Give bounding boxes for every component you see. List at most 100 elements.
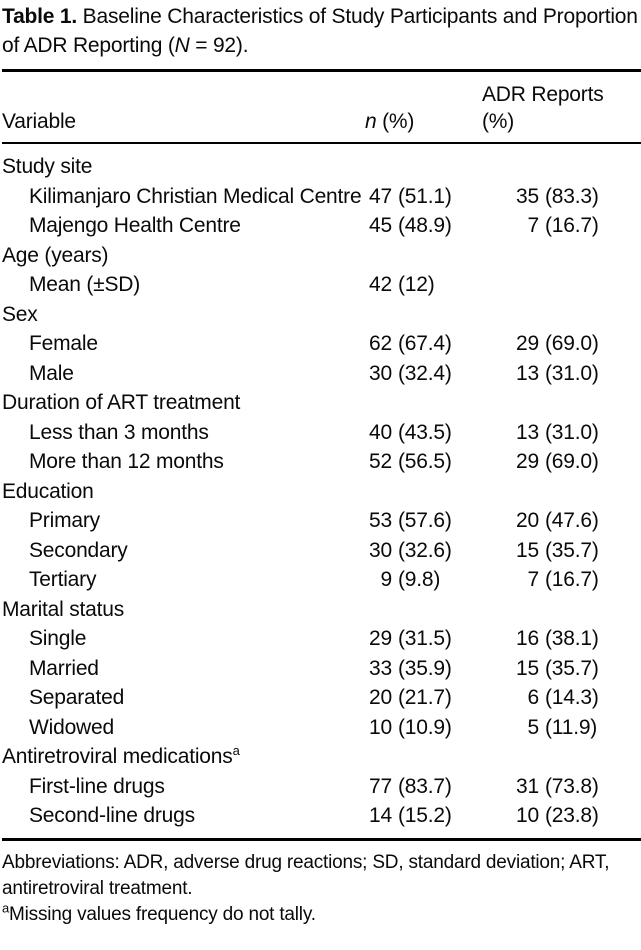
adr-count: 20 [516,509,539,532]
n-value-cell [365,595,482,625]
table-caption: Table 1. Baseline Characteristics of Stu… [2,2,639,60]
section-row: Marital status [2,595,641,625]
adr-count: 16 [516,627,539,650]
adr-percent: (35.7) [545,656,599,680]
n-count: 47 [369,184,392,208]
adr-count: 31 [516,774,539,798]
n-value-cell: 29 (31.5) [365,624,482,654]
table-row: More than 12 months 52 (56.5) 29 (69.0) [2,447,641,477]
n-percent: (56.5) [398,450,452,473]
row-label-cell: Less than 3 months [2,418,365,448]
n-count: 62 [369,332,392,355]
row-label: Secondary [29,538,128,562]
footnote-marker-a: a [2,900,10,916]
adr-value-cell: 29 (69.0) [482,329,641,359]
adr-percent: (35.7) [545,538,599,562]
adr-percent: (69.0) [545,332,599,355]
section-row: Age (years) [2,241,641,271]
adr-value-cell: 20 (47.6) [482,506,641,536]
n-percent: (12) [398,273,435,296]
n-count: 42 [369,273,392,296]
n-count: 20 [369,686,392,709]
n-value-cell: 52 (56.5) [365,447,482,477]
n-value-cell: 77 (83.7) [365,772,482,802]
adr-percent: (11.9) [545,715,598,739]
n-value-cell [365,241,482,271]
section-row: Duration of ART treatment [2,388,641,418]
adr-value-cell: 15 (35.7) [482,654,641,684]
n-value-cell: 30 (32.4) [365,359,482,389]
adr-count: 5 [527,715,540,739]
adr-count: 6 [527,686,540,709]
adr-percent: (31.0) [545,361,599,385]
table-row: Secondary 30 (32.6) 15 (35.7) [2,536,641,566]
row-label-cell: Female [2,329,365,359]
section-row: Education [2,477,641,507]
table-row: First-line drugs 77 (83.7) 31 (73.8) [2,772,641,802]
table-row: Majengo Health Centre 45 (48.9) 7 (16.7) [2,211,641,241]
n-value-cell: 45 (48.9) [365,211,482,241]
adr-count: 10 [516,804,539,827]
n-value-cell: 42 (12) [365,270,482,300]
adr-value-cell [482,300,641,330]
n-value-cell: 9 (9.8) [365,565,482,595]
n-value-cell [365,388,482,418]
abbreviations-note: Abbreviations: ADR, adverse drug reactio… [2,851,610,899]
adr-value-cell: 6 (14.3) [482,683,641,713]
adr-value-cell: 29 (69.0) [482,447,641,477]
n-count: 33 [369,656,392,680]
adr-count: 29 [516,450,539,473]
n-value-cell [365,143,482,182]
n-count: 14 [369,804,392,827]
adr-count: 15 [516,656,539,680]
row-label: Duration of ART treatment [2,391,241,414]
adr-value-cell: 16 (38.1) [482,624,641,654]
adr-count: 29 [516,332,539,355]
row-label: Married [29,656,99,680]
row-label-cell: Marital status [2,595,365,625]
adr-value-cell: 5 (11.9) [482,713,641,743]
row-label-cell: More than 12 months [2,447,365,477]
adr-value-cell: 7 (16.7) [482,211,641,241]
n-value-cell: 10 (10.9) [365,713,482,743]
adr-count: 13 [516,420,539,444]
adr-value-cell [482,270,641,300]
table-row: Separated 20 (21.7) 6 (14.3) [2,683,641,713]
n-percent: (10.9) [398,715,452,739]
caption-n-symbol: N [174,34,190,57]
row-label: Marital status [2,597,125,621]
row-label-cell: Education [2,477,365,507]
row-label: First-line drugs [29,774,165,798]
table-row: Male 30 (32.4) 13 (31.0) [2,359,641,389]
adr-percent: (38.1) [545,627,599,650]
adr-value-cell: 35 (83.3) [482,182,641,212]
n-percent: (57.6) [398,509,452,532]
n-percent: (48.9) [398,214,452,237]
adr-value-cell [482,388,641,418]
row-label: Antiretroviral medications [2,745,233,768]
n-value-cell: 40 (43.5) [365,418,482,448]
row-label: Primary [29,509,100,532]
row-label-cell: Male [2,359,365,389]
row-label-cell: Tertiary [2,565,365,595]
n-count: 9 [380,568,393,591]
n-percent: (21.7) [398,686,452,709]
n-count: 29 [369,627,392,650]
n-percent: (31.5) [398,627,452,650]
n-count: 52 [369,450,392,473]
table-row: Married 33 (35.9) 15 (35.7) [2,654,641,684]
table-header: Variable n (%) ADR Reports (%) [2,69,641,144]
n-value-cell [365,300,482,330]
row-label-cell: Single [2,624,365,654]
n-count: 77 [369,774,392,798]
adr-percent: (14.3) [545,686,599,709]
section-row: Sex [2,300,641,330]
col-header-n-pct: n (%) [365,69,482,144]
row-label-cell: Kilimanjaro Christian Medical Centre [2,182,365,212]
adr-value-cell: 10 (23.8) [482,801,641,841]
row-label: Kilimanjaro Christian Medical Centre [29,184,362,208]
col-header-adr-reports: ADR Reports (%) [482,69,641,144]
section-row: Study site [2,143,641,182]
missing-values-text: Missing values frequency do not tally. [9,903,316,925]
row-label: Widowed [29,715,114,739]
